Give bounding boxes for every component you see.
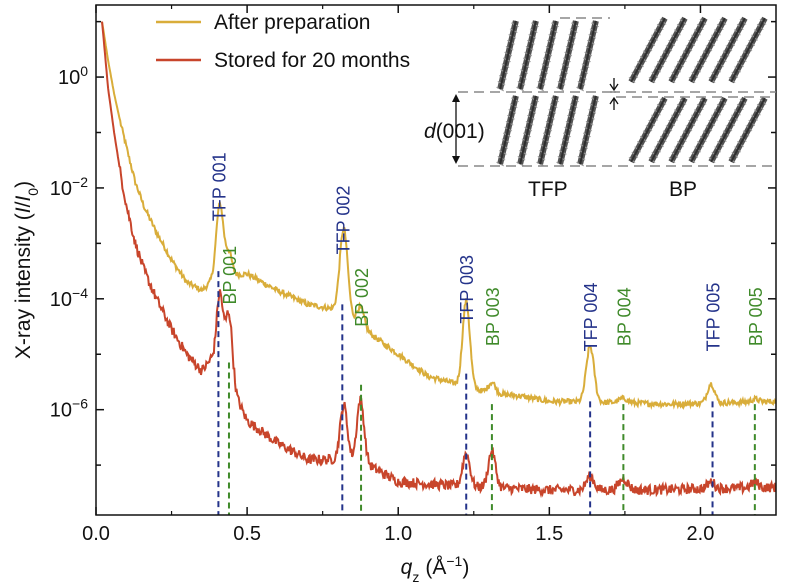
y-tick-label: 10−6 <box>50 396 88 422</box>
peak-label-bp-001: BP 001 <box>220 246 240 305</box>
x-tick-label: 1.0 <box>384 523 412 545</box>
inset-bp-label: BP <box>669 178 697 201</box>
series-layer <box>101 21 776 499</box>
x-tick-label: 2.0 <box>687 523 715 545</box>
peak-label-tfp-002: TFP 002 <box>333 186 353 255</box>
molecule-icon <box>648 16 688 84</box>
series-line-after-preparation <box>101 21 776 411</box>
arrow-head-icon <box>452 94 460 164</box>
peak-label-bp-003: BP 003 <box>483 287 503 346</box>
inset-labels: d(001) TFP BP <box>424 120 697 201</box>
molecule-icon <box>576 20 599 92</box>
molecule-icon <box>648 96 688 164</box>
axes <box>95 4 777 516</box>
legend: After preparation Stored for 20 months <box>156 11 410 72</box>
inset-tfp-label: TFP <box>528 178 568 201</box>
molecule-icon <box>536 20 559 92</box>
y-tick-label: 100 <box>58 63 88 89</box>
peak-label-bp-004: BP 004 <box>614 287 634 346</box>
molecule-icon <box>668 16 708 84</box>
x-tick-label: 0.5 <box>233 523 261 545</box>
legend-label-stored: Stored for 20 months <box>214 49 410 72</box>
legend-label-after-preparation: After preparation <box>214 11 370 34</box>
peak-lines: TFP 001 BP 001 TFP 002 BP 002 TFP 003 BP 003 T… <box>209 152 766 515</box>
offset-arrows-icon <box>609 78 619 110</box>
x-tick-label: 0.0 <box>82 523 110 545</box>
molecule-icon <box>556 20 579 92</box>
x-tick-label: 1.5 <box>535 523 563 545</box>
molecule-icon <box>556 95 579 167</box>
peak-label-bp-005: BP 005 <box>746 287 766 346</box>
series-line-stored-20-months <box>101 21 776 499</box>
molecule-icon <box>688 16 728 84</box>
molecule-icon <box>628 16 668 84</box>
plot-frame <box>95 4 777 516</box>
inset-d-label: d(001) <box>424 120 485 143</box>
molecule-icon <box>688 96 728 164</box>
molecule-icon <box>516 20 539 92</box>
peak-label-tfp-005: TFP 005 <box>704 283 724 352</box>
y-tick-label: 10−2 <box>50 174 88 200</box>
stacking-inset <box>452 16 776 167</box>
molecule-icon <box>536 95 559 167</box>
molecule-icon <box>728 96 768 164</box>
y-tick-label: 10−4 <box>50 285 88 311</box>
peak-label-tfp-004: TFP 004 <box>581 283 601 352</box>
molecule-icon <box>628 96 668 164</box>
y-axis-title: X-ray intensity (I/I0) <box>12 181 41 359</box>
molecule-icon <box>496 95 519 167</box>
molecule-icon <box>576 95 599 167</box>
molecule-icon <box>668 96 708 164</box>
molecule-icon <box>708 96 748 164</box>
tick-labels: 0.0 0.5 1.0 1.5 2.0 100 10−2 10−4 10−6 <box>50 63 715 545</box>
peak-label-tfp-003: TFP 003 <box>457 255 477 324</box>
molecule-icon <box>516 95 539 167</box>
molecule-icon <box>728 16 768 84</box>
molecule-icon <box>496 20 519 92</box>
peak-label-bp-002: BP 002 <box>352 268 372 327</box>
x-axis-title: qz (Å−1) <box>401 553 470 585</box>
molecule-icon <box>708 16 748 84</box>
peak-label-tfp-001: TFP 001 <box>209 152 229 221</box>
